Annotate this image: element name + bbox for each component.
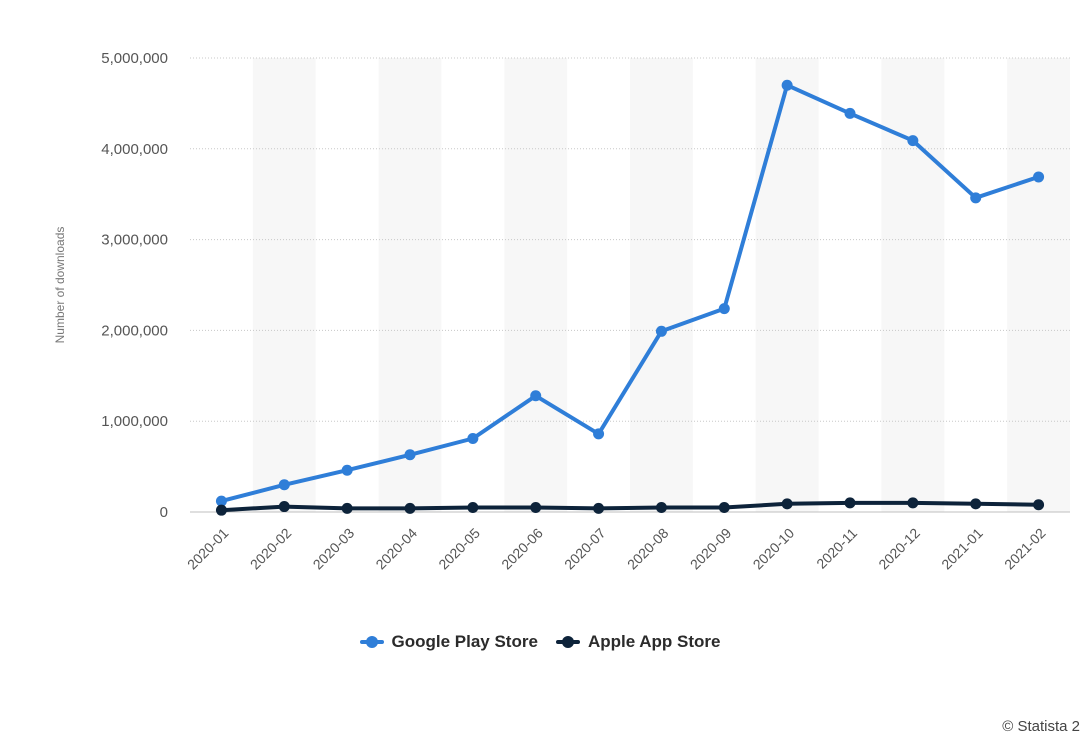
y-axis-ticks: 0 1,000,000 2,000,000 3,000,000 4,000,000 5,0…: [101, 50, 168, 521]
data-point[interactable]: [655, 501, 667, 513]
data-point[interactable]: [1033, 171, 1045, 183]
data-point[interactable]: [341, 502, 353, 514]
gridlines: [190, 57, 1070, 513]
x-tick-label: 2020-05: [435, 525, 483, 573]
data-point[interactable]: [844, 497, 856, 509]
data-point[interactable]: [593, 502, 605, 514]
data-point[interactable]: [970, 192, 982, 204]
legend-symbol-apple-app-store: [555, 636, 580, 648]
column-band: [378, 58, 442, 512]
legend-label-google-play: Google Play Store: [391, 632, 538, 651]
column-band: [1007, 58, 1070, 512]
x-tick-label: 2021-02: [1001, 525, 1049, 573]
column-band: [630, 58, 693, 512]
data-point[interactable]: [215, 504, 227, 516]
y-tick-label: 2,000,000: [101, 322, 168, 339]
data-point[interactable]: [655, 325, 667, 337]
data-point[interactable]: [215, 495, 227, 507]
y-axis-title: Number of downloads: [53, 227, 67, 344]
column-band: [755, 58, 819, 512]
series-1: [215, 497, 1045, 516]
x-tick-label: 2020-02: [247, 525, 295, 573]
series-line: [219, 500, 1041, 513]
series-0: [215, 79, 1045, 507]
data-point[interactable]: [341, 464, 353, 476]
x-tick-label: 2020-12: [875, 525, 923, 573]
series-line: [219, 83, 1041, 504]
data-point[interactable]: [530, 501, 542, 513]
y-tick-label: 0: [160, 504, 168, 521]
data-point[interactable]: [1033, 499, 1045, 511]
x-tick-label: 2020-11: [813, 525, 860, 572]
x-tick-label: 2020-07: [561, 525, 609, 573]
x-tick-label: 2020-06: [498, 525, 546, 573]
data-point[interactable]: [593, 428, 605, 440]
data-point[interactable]: [844, 107, 856, 119]
y-tick-label: 4,000,000: [101, 141, 168, 158]
legend-dot-google-play: [365, 636, 378, 648]
legend-dot-apple-app-store: [561, 636, 574, 648]
column-bands: [252, 58, 1070, 512]
data-point[interactable]: [970, 498, 982, 510]
x-tick-label: 2020-04: [372, 525, 420, 573]
data-point[interactable]: [781, 79, 793, 91]
column-band: [881, 58, 945, 512]
y-tick-label: 3,000,000: [101, 232, 168, 249]
data-point[interactable]: [278, 479, 290, 491]
x-tick-label: 2020-08: [624, 525, 672, 573]
column-band: [504, 58, 568, 512]
data-point[interactable]: [907, 497, 919, 509]
y-tick-label: 1,000,000: [101, 413, 168, 430]
data-point[interactable]: [467, 432, 479, 444]
series-lines: [215, 79, 1045, 516]
x-tick-label: 2020-01: [184, 525, 232, 573]
column-band: [252, 58, 316, 512]
legend: Google Play Store Apple App Store: [0, 632, 1080, 652]
data-point[interactable]: [278, 501, 290, 513]
source-credit[interactable]: © Statista 2: [1002, 718, 1080, 735]
data-point[interactable]: [404, 502, 416, 514]
y-tick-label: 5,000,000: [101, 50, 168, 67]
legend-label-apple-app-store: Apple App Store: [587, 632, 721, 651]
legend-item-apple-app-store[interactable]: Apple App Store: [555, 632, 721, 652]
x-axis-ticks: 2020-01 2020-02 2020-03 2020-04 2020-05 2020-…: [184, 525, 1049, 573]
x-tick-label: 2020-10: [750, 525, 798, 573]
legend-symbol-google-play: [359, 636, 384, 648]
x-tick-label: 2020-03: [310, 525, 358, 573]
legend-item-google-play[interactable]: Google Play Store: [359, 632, 538, 652]
data-point[interactable]: [530, 390, 542, 402]
data-point[interactable]: [404, 449, 416, 461]
data-point[interactable]: [781, 498, 793, 510]
data-point[interactable]: [718, 303, 730, 315]
data-point[interactable]: [467, 501, 479, 513]
x-tick-label: 2020-09: [687, 525, 735, 573]
data-point[interactable]: [907, 135, 919, 147]
x-tick-label: 2021-01: [938, 525, 986, 573]
chart-canvas: 0 1,000,000 2,000,000 3,000,000 4,000,000 5,0…: [53, 50, 1070, 573]
data-point[interactable]: [718, 501, 730, 513]
